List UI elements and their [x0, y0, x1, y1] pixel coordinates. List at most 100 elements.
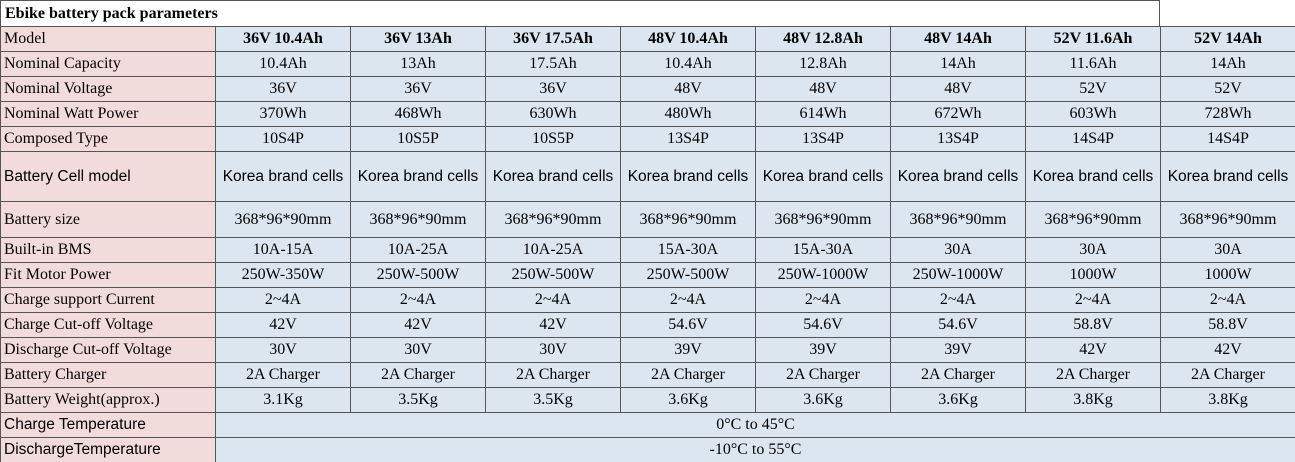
cell: 13S4P [620, 126, 756, 152]
cell: 368*96*90mm [1025, 201, 1161, 238]
cell: 368*96*90mm [1160, 201, 1295, 238]
table-row: Fit Motor Power 250W-350W 250W-500W 250W-50… [0, 262, 1295, 288]
cell: Korea brand cells [755, 151, 891, 202]
table-row: Nominal Voltage 36V 36V 36V 48V 48V 48V 52V 52V [0, 76, 1295, 102]
cell: 250W-500W [350, 262, 486, 288]
cell: 250W-350W [215, 262, 351, 288]
column-header: 52V 14Ah [1160, 26, 1295, 52]
cell: 2A Charger [1160, 362, 1295, 388]
header-row: Model 36V 10.4Ah 36V 13Ah 36V 17.5Ah 48V 10.… [0, 26, 1295, 52]
table-row: Nominal Watt Power 370Wh 468Wh 630Wh 480Wh 61… [0, 101, 1295, 127]
cell: 14Ah [890, 51, 1026, 77]
table-row: Battery size 368*96*90mm 368*96*90mm 368*96… [0, 201, 1295, 238]
cell: 368*96*90mm [890, 201, 1026, 238]
column-header: 48V 14Ah [890, 26, 1026, 52]
row-label: Charge Temperature [0, 412, 216, 438]
table-row: Charge Temperature 0°C to 45°C [0, 412, 1295, 438]
row-label: Nominal Capacity [0, 51, 216, 77]
cell: Korea brand cells [215, 151, 351, 202]
cell: 15A-30A [620, 237, 756, 263]
merged-cell: 0°C to 45°C [215, 412, 1295, 438]
cell: 3.8Kg [1160, 387, 1295, 413]
cell: 480Wh [620, 101, 756, 127]
cell: 368*96*90mm [350, 201, 486, 238]
cell: 2~4A [755, 287, 891, 313]
row-label: Composed Type [0, 126, 216, 152]
row-label: Nominal Watt Power [0, 101, 216, 127]
cell: 52V [1025, 76, 1161, 102]
cell: 39V [755, 337, 891, 363]
cell: 2~4A [890, 287, 1026, 313]
cell: 54.6V [620, 312, 756, 338]
cell: 52V [1160, 76, 1295, 102]
cell: 368*96*90mm [755, 201, 891, 238]
cell: 3.5Kg [485, 387, 621, 413]
column-header: 36V 10.4Ah [215, 26, 351, 52]
cell: 370Wh [215, 101, 351, 127]
table-row: Composed Type 10S4P 10S5P 10S5P 13S4P 13S4P 13… [0, 126, 1295, 152]
cell: 2~4A [1025, 287, 1161, 313]
cell: 2A Charger [755, 362, 891, 388]
table-row: Battery Weight(approx.) 3.1Kg 3.5Kg 3.5Kg 3.… [0, 387, 1295, 413]
row-label: Battery size [0, 201, 216, 238]
cell: 1000W [1160, 262, 1295, 288]
cell: 1000W [1025, 262, 1161, 288]
cell: 30V [215, 337, 351, 363]
row-label: DischargeTemperature [0, 437, 216, 462]
cell: 42V [1160, 337, 1295, 363]
cell: 30A [1025, 237, 1161, 263]
cell: 42V [215, 312, 351, 338]
cell: Korea brand cells [890, 151, 1026, 202]
table-row: DischargeTemperature -10°C to 55°C [0, 437, 1295, 462]
cell: 2A Charger [620, 362, 756, 388]
cell: 36V [215, 76, 351, 102]
cell: 42V [1025, 337, 1161, 363]
column-header: 48V 10.4Ah [620, 26, 756, 52]
cell: 13Ah [350, 51, 486, 77]
cell: 13S4P [755, 126, 891, 152]
column-header: 48V 12.8Ah [755, 26, 891, 52]
cell: 614Wh [755, 101, 891, 127]
row-label: Battery Charger [0, 362, 216, 388]
cell: 10S5P [350, 126, 486, 152]
row-label: Discharge Cut-off Voltage [0, 337, 216, 363]
cell: 2~4A [1160, 287, 1295, 313]
cell: 12.8Ah [755, 51, 891, 77]
cell: 250W-1000W [755, 262, 891, 288]
cell: 17.5Ah [485, 51, 621, 77]
cell: 2~4A [215, 287, 351, 313]
cell: 2A Charger [1025, 362, 1161, 388]
cell: 728Wh [1160, 101, 1295, 127]
merged-cell: -10°C to 55°C [215, 437, 1295, 462]
cell: 54.6V [890, 312, 1026, 338]
table-row: Nominal Capacity 10.4Ah 13Ah 17.5Ah 10.4Ah 12… [0, 51, 1295, 77]
table-row: Built-in BMS 10A-15A 10A-25A 10A-25A 15A-30A… [0, 237, 1295, 263]
table-title: Ebike battery pack parameters [0, 0, 1160, 26]
column-header: 36V 17.5Ah [485, 26, 621, 52]
cell: 14Ah [1160, 51, 1295, 77]
cell: 3.6Kg [620, 387, 756, 413]
spec-table: Model 36V 10.4Ah 36V 13Ah 36V 17.5Ah 48V 10.… [0, 26, 1295, 462]
cell: 36V [485, 76, 621, 102]
cell: 10A-25A [485, 237, 621, 263]
cell: 368*96*90mm [215, 201, 351, 238]
cell: 3.6Kg [890, 387, 1026, 413]
cell: 10A-15A [215, 237, 351, 263]
table-row: Battery Cell model Korea brand cells Korea… [0, 151, 1295, 202]
row-label: Charge Cut-off Voltage [0, 312, 216, 338]
cell: 2A Charger [890, 362, 1026, 388]
cell: 2A Charger [215, 362, 351, 388]
table-row: Charge support Current 2~4A 2~4A 2~4A 2~4A 2~… [0, 287, 1295, 313]
cell: Korea brand cells [620, 151, 756, 202]
cell: 3.5Kg [350, 387, 486, 413]
table-row: Charge Cut-off Voltage 42V 42V 42V 54.6V 54.6… [0, 312, 1295, 338]
cell: 30A [1160, 237, 1295, 263]
cell: 3.6Kg [755, 387, 891, 413]
cell: 10.4Ah [620, 51, 756, 77]
table-row: Battery Charger 2A Charger 2A Charger 2A Ch… [0, 362, 1295, 388]
cell: 2~4A [620, 287, 756, 313]
table-row: Discharge Cut-off Voltage 30V 30V 30V 39V 39V… [0, 337, 1295, 363]
cell: 14S4P [1160, 126, 1295, 152]
cell: 42V [485, 312, 621, 338]
